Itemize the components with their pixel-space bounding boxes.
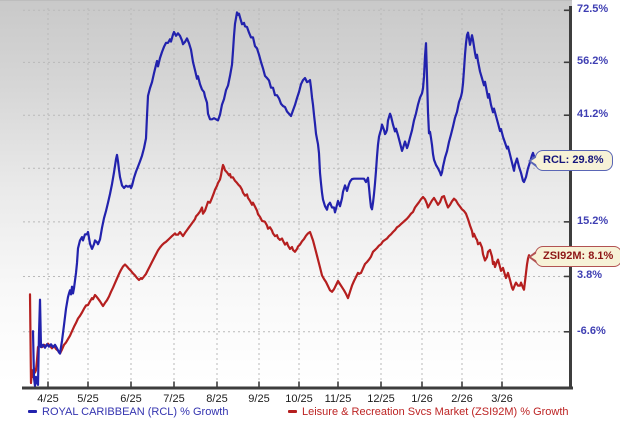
x-tick-label: 12/25 xyxy=(367,393,395,405)
rcl-value-callout: RCL: 29.8% xyxy=(528,150,613,171)
x-tick-label: 4/25 xyxy=(37,393,59,405)
zsi92m-callout-text: ZSI92M: 8.1% xyxy=(543,250,614,262)
x-tick-label: 1/26 xyxy=(411,393,433,405)
legend-item-market: Leisure & Recreation Svcs Market (ZSI92M… xyxy=(288,406,569,418)
rcl-line-marker-icon xyxy=(28,409,37,413)
x-tick-label: 3/26 xyxy=(491,393,513,405)
y-tick-label: 3.8% xyxy=(577,269,603,282)
legend-item-rcl: ROYAL CARIBBEAN (RCL) % Growth xyxy=(28,406,228,418)
x-tick-label: 9/25 xyxy=(248,393,270,405)
x-tick-label: 5/25 xyxy=(77,393,99,405)
y-tick-label: 41.2% xyxy=(577,108,609,121)
market-line-marker-icon xyxy=(288,409,297,413)
x-tick-label: 6/25 xyxy=(120,393,142,405)
y-tick-label: -6.6% xyxy=(577,324,606,337)
legend-label-rcl: ROYAL CARIBBEAN (RCL) % Growth xyxy=(42,406,229,418)
x-tick-label: 10/25 xyxy=(285,393,313,405)
legend-label-market: Leisure & Recreation Svcs Market (ZSI92M… xyxy=(302,406,569,418)
x-tick-label: 7/25 xyxy=(163,393,185,405)
x-tick-label: 11/25 xyxy=(324,393,352,405)
y-tick-label: 15.2% xyxy=(577,214,609,227)
x-tick-label: 8/25 xyxy=(206,393,228,405)
zsi92m-value-callout: ZSI92M: 8.1% xyxy=(527,246,620,267)
plot-area xyxy=(0,0,572,383)
x-tick-label: 2/26 xyxy=(451,393,473,405)
y-tick-label: 72.5% xyxy=(577,3,609,16)
legend: ROYAL CARIBBEAN (RCL) % Growth Leisure &… xyxy=(0,406,620,422)
rcl-callout-text: RCL: 29.8% xyxy=(543,154,604,166)
rcl-line xyxy=(31,11,542,388)
y-tick-label: 56.2% xyxy=(577,55,609,68)
market-line xyxy=(28,163,531,385)
